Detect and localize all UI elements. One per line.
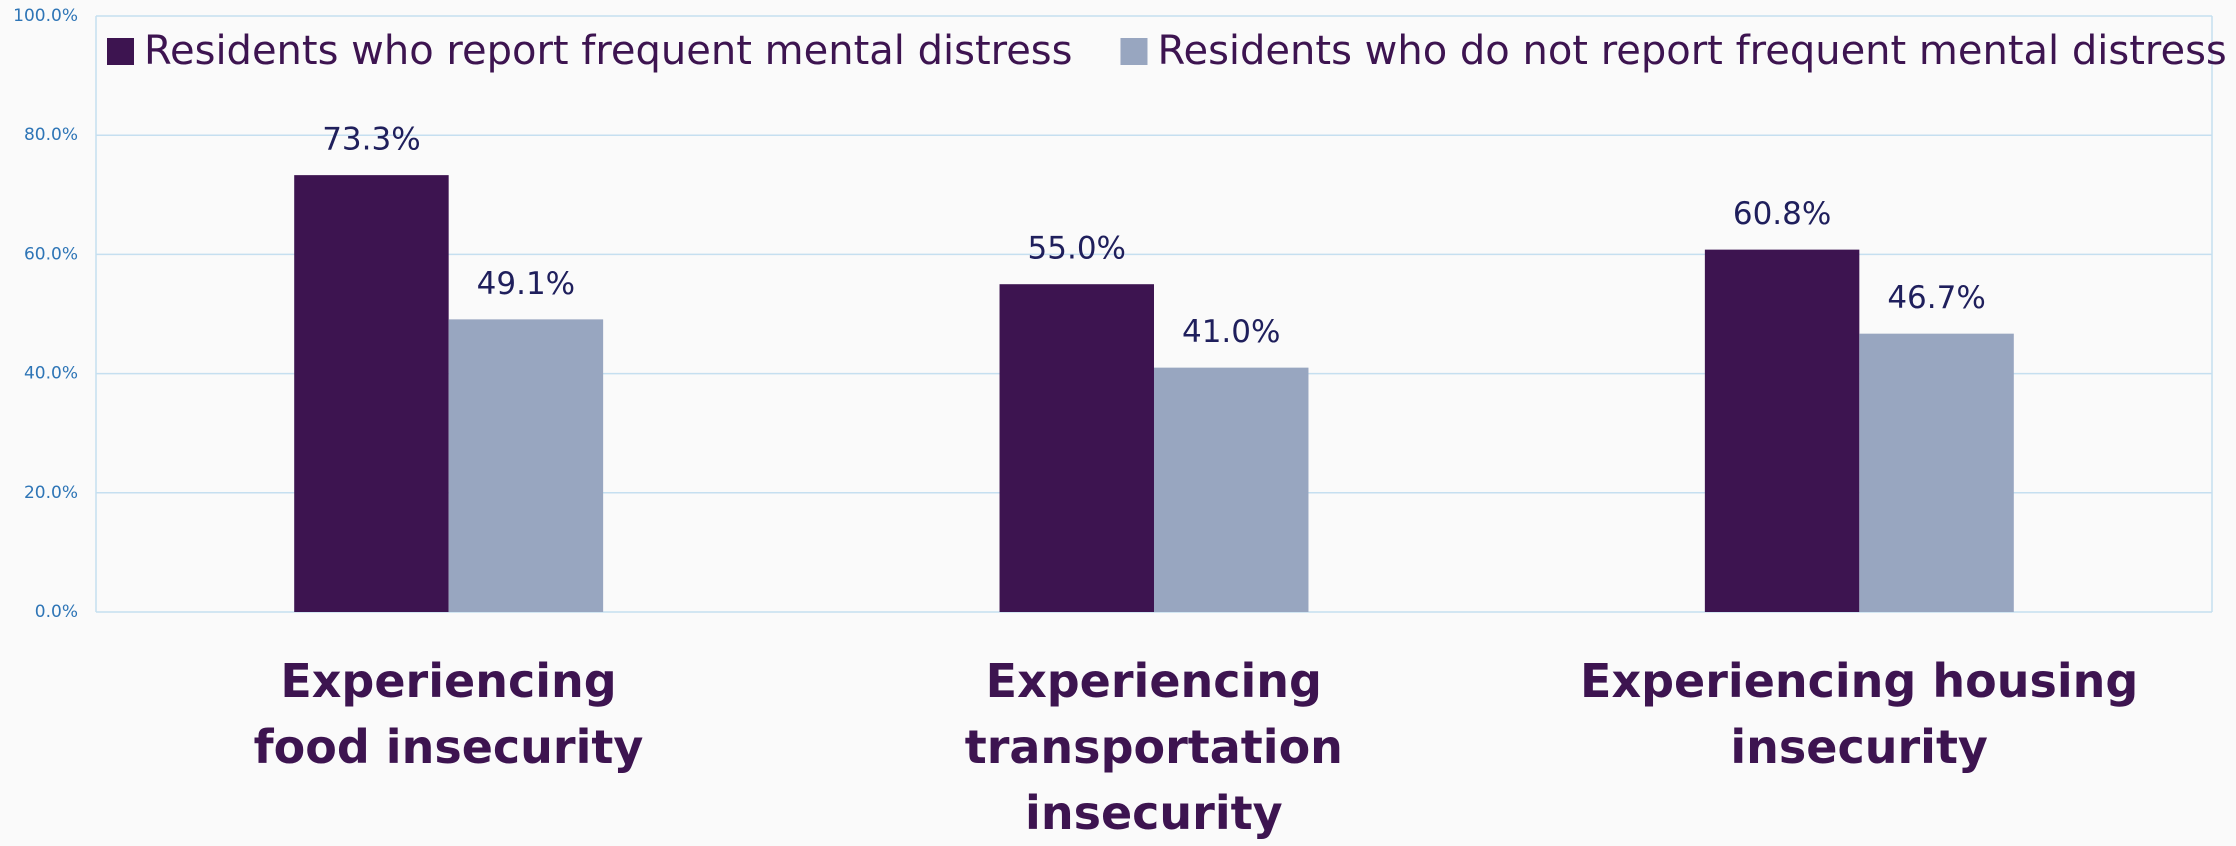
y-tick-label: 0.0% (35, 602, 78, 622)
bar (1154, 367, 1309, 612)
bar (448, 319, 604, 612)
y-tick-label: 80.0% (24, 125, 78, 145)
x-tick-label: Experiencing food insecurity (253, 654, 644, 774)
data-label: 73.3% (322, 122, 420, 158)
data-label: 46.7% (1887, 280, 1985, 316)
y-tick-label: 40.0% (24, 364, 78, 384)
x-tick-label: Experiencing housing insecurity (1580, 654, 2139, 774)
legend-label: Residents who do not report frequent men… (1157, 28, 2226, 74)
bar (1859, 333, 2014, 612)
data-label: 49.1% (477, 266, 575, 302)
legend-swatch (107, 38, 134, 65)
legend-label: Residents who report frequent mental dis… (144, 28, 1072, 74)
chart: 0.0% 20.0% 40.0% 60.0% 80.0% 100.0% Residents … (13, 6, 2227, 622)
data-label: 60.8% (1733, 196, 1831, 232)
legend-swatch (1120, 38, 1148, 65)
data-label: 41.0% (1182, 314, 1280, 350)
y-tick-label: 100.0% (13, 6, 78, 26)
data-label: 55.0% (1028, 231, 1126, 267)
x-tick-label: Experiencing transportation insecurity (964, 654, 1343, 840)
y-tick-label: 20.0% (24, 483, 78, 503)
bar (999, 284, 1154, 612)
page: 0.0% 20.0% 40.0% 60.0% 80.0% 100.0% Residents … (13, 6, 2227, 840)
bar (1704, 249, 1860, 612)
bar (294, 175, 449, 612)
y-tick-label: 60.0% (24, 244, 78, 264)
